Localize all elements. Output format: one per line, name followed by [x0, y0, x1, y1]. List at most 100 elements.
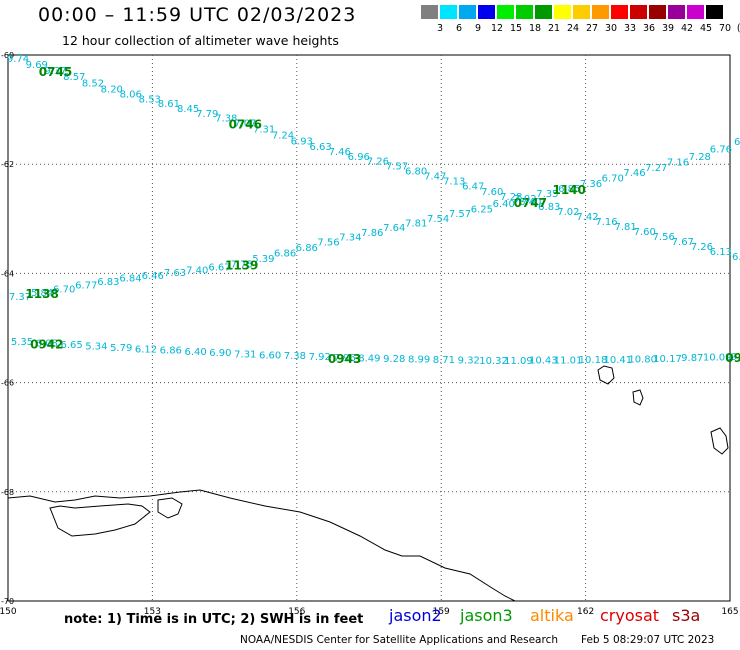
wave-height-value: 7.92: [309, 352, 331, 363]
wave-height-value: 6.25: [471, 204, 493, 215]
colorbar-label: 45: [699, 23, 713, 34]
latitude-tick-label: -60: [1, 51, 14, 60]
wave-height-value: 5.84: [31, 288, 53, 299]
wave-height-value: 6.84: [119, 274, 141, 285]
wave-height-value: 7.38: [284, 351, 306, 362]
latitude-tick-label: -64: [1, 269, 14, 278]
wave-height-value: 7.86: [361, 228, 383, 239]
wave-height-value: 8.45: [177, 104, 199, 115]
wave-height-value: 7.54: [427, 214, 449, 225]
pass-time-label: 0943: [328, 352, 361, 366]
wave-height-value: 7.40: [186, 265, 208, 276]
wave-height-value: 6.90: [209, 348, 231, 359]
latitude-tick-label: -62: [1, 160, 14, 169]
wave-height-value: 7.96: [333, 353, 355, 364]
wave-height-value: 7.36: [580, 179, 602, 190]
colorbar-swatch: [421, 5, 438, 19]
pass-time-label: 0944: [725, 351, 740, 365]
wave-height-value: 7.81: [614, 222, 636, 233]
wave-height-value: 8.20: [101, 84, 123, 95]
track-descending-a: 9.749.699.378.578.528.208.068.538.618.45…: [7, 54, 740, 263]
pass-time-label: 1140: [552, 183, 585, 197]
wave-height-value: 6.86: [274, 249, 296, 260]
wave-height-value: 7.28: [500, 192, 522, 203]
island-3: [710, 427, 729, 455]
wave-height-value: 6.80: [405, 167, 427, 178]
wave-height-value: 7.63: [164, 268, 186, 279]
longitude-tick-label: 162: [577, 607, 594, 617]
wave-height-value: 10.09: [703, 353, 732, 364]
latitude-tick-label: -66: [1, 379, 14, 388]
wave-height-value: 7.35: [536, 189, 558, 200]
wave-height-value: 7.60: [481, 187, 503, 198]
wave-height-value: 7.13: [443, 177, 465, 188]
legend-altika: altika: [530, 606, 574, 625]
longitude-tick-label: 165: [721, 607, 738, 617]
axis-tick-labels: 150 153 156 159 162 165 -60 -62 -64 -66 -68 -70: [0, 51, 739, 617]
wave-height-value: 8.49: [358, 354, 380, 365]
pass-time-label: 0747: [514, 196, 547, 210]
wave-height-value: 7.26: [691, 242, 713, 253]
wave-height-value: 8.53: [139, 95, 161, 106]
pass-time-label: 0746: [229, 118, 262, 132]
colorbar-label: 12: [490, 23, 504, 34]
wave-height-value: 9.32: [458, 356, 480, 367]
latitude-tick-label: -68: [1, 488, 14, 497]
mainland-coastline: [7, 489, 516, 602]
colorbar-label: 42: [680, 23, 694, 34]
colorbar-swatch: [535, 5, 552, 19]
pass-time-label: 1139: [225, 259, 258, 273]
wave-height-value: 9.92: [731, 352, 740, 363]
wave-height-value: 7.67: [672, 237, 694, 248]
wave-height-value: 5.34: [85, 341, 107, 352]
wave-height-value: 7.38: [215, 114, 237, 125]
coastlines: [7, 365, 729, 602]
longitude-tick-label: 150: [0, 607, 17, 617]
colorbar-swatch: [687, 5, 704, 19]
wave-height-value: 5.35: [11, 337, 33, 348]
colorbar-swatch: [630, 5, 647, 19]
colorbar-label: 33: [623, 23, 637, 34]
wave-height-value: 7.31: [234, 349, 256, 360]
legend-s3a: s3a: [672, 606, 701, 625]
colorbar-swatch: [554, 5, 571, 19]
wave-height-value: 10.17: [653, 354, 682, 365]
wave-height-value: 7.31: [253, 125, 275, 136]
wave-height-value: 9.28: [383, 354, 405, 365]
credit-line: NOAA/NESDIS Center for Satellite Applica…: [240, 634, 558, 646]
wave-height-value: 7.16: [595, 217, 617, 228]
wave-height-value: 6.76: [710, 145, 732, 156]
wave-height-value: 6.96: [348, 152, 370, 163]
wave-height-value: 10.32: [479, 356, 508, 367]
wave-height-value: 8.52: [82, 78, 104, 89]
wave-height-value: 7.75: [231, 260, 253, 271]
colorbar-swatch: [497, 5, 514, 19]
pass-time-label: 1138: [25, 287, 58, 301]
colorbar-swatch: [478, 5, 495, 19]
wave-height-value: 7.37: [9, 292, 31, 303]
colorbar-label: 27: [585, 23, 599, 34]
wave-height-value: 7.42: [576, 212, 598, 223]
wave-height-value: 6.13: [710, 247, 732, 258]
wave-height-value: 10.41: [603, 355, 632, 366]
pass-time-label: 0942: [30, 338, 63, 352]
units-note: note: 1) Time is in UTC; 2) SWH is in fe…: [64, 612, 364, 627]
generation-timestamp: Feb 5 08:29:07 UTC 2023: [581, 634, 715, 646]
wave-height-value: 7.57: [449, 209, 471, 220]
wave-height-value: 9.87: [681, 353, 703, 364]
wave-height-value: 6.65: [60, 340, 82, 351]
wave-height-value: 10.43: [529, 356, 558, 367]
wave-height-value: 10.18: [579, 355, 608, 366]
wave-height-value: 6.08: [36, 339, 58, 350]
colorbar-swatch: [706, 5, 723, 19]
longitude-tick-label: 156: [288, 607, 305, 617]
wave-height-value: 6.70: [53, 285, 75, 296]
wave-height-value: 7.16: [667, 157, 689, 168]
wave-height-value: 6.70: [602, 174, 624, 185]
wave-height-value: 6.86: [160, 346, 182, 357]
wave-height-value: 7.28: [689, 152, 711, 163]
colorbar-label: 30: [604, 23, 618, 34]
wave-height-value: 8.99: [408, 355, 430, 366]
chart-title: 00:00 – 11:59 UTC 02/03/2023: [38, 4, 357, 26]
colorbar-swatch: [668, 5, 685, 19]
